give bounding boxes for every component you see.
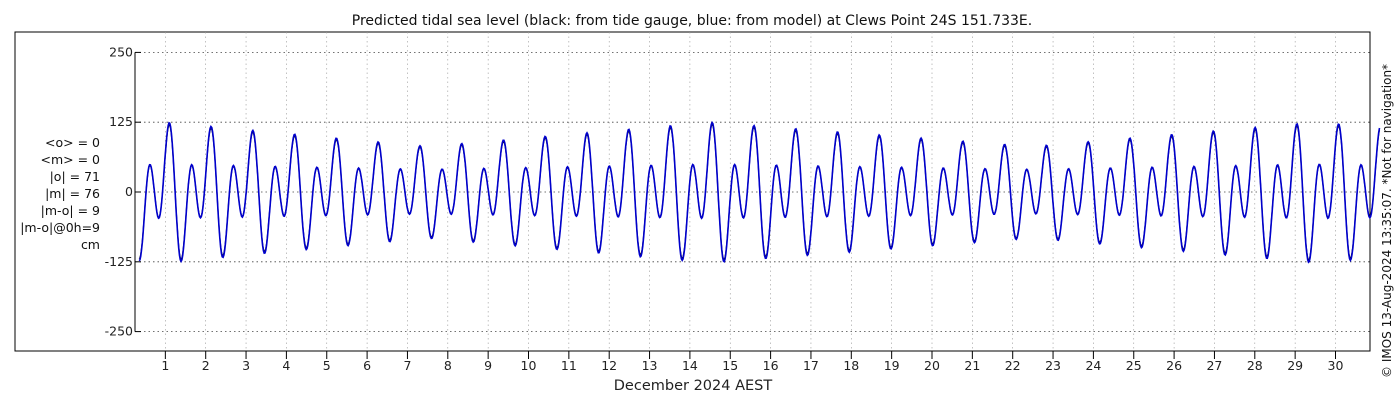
- x-tick-label: 7: [403, 358, 411, 373]
- y-tick-label: -125: [105, 254, 133, 269]
- series-line-model: [138, 120, 1381, 264]
- x-tick-label: 12: [601, 358, 617, 373]
- stat-units: cm: [80, 237, 100, 252]
- grid-lines: [135, 32, 1370, 351]
- x-tick-label: 21: [964, 358, 980, 373]
- chart-title: Predicted tidal sea level (black: from t…: [352, 13, 1032, 29]
- x-tick-label: 30: [1328, 358, 1344, 373]
- stat-abs-observed: |o| = 71: [49, 169, 100, 184]
- stats-panel: <o> = 0 <m> = 0 |o| = 71 |m| = 76 |m-o| …: [14, 134, 100, 253]
- x-tick-label: 2: [202, 358, 210, 373]
- y-tick-label: 250: [109, 44, 133, 59]
- series-layer: [138, 120, 1381, 264]
- y-tick-label: 0: [125, 184, 133, 199]
- x-tick-label: 17: [803, 358, 819, 373]
- x-tick-label: 9: [484, 358, 492, 373]
- x-tick-label: 29: [1287, 358, 1303, 373]
- y-axis: 250 125 0 -125 -250: [105, 44, 141, 339]
- x-tick-label: 6: [363, 358, 371, 373]
- y-tick-label: 125: [109, 114, 133, 129]
- x-tick-label: 15: [722, 358, 738, 373]
- stat-mean-observed: <o> = 0: [45, 135, 100, 150]
- stat-mean-model: <m> = 0: [40, 152, 101, 167]
- x-axis: 1 2 3 4 5 6 7 8 9 10 11 12 13 14 15 16 17 18 19 20 21 22 23 24 2…: [161, 351, 1343, 373]
- plot-frame: [14, 31, 1371, 352]
- x-tick-label: 3: [242, 358, 250, 373]
- x-tick-label: 27: [1206, 358, 1222, 373]
- x-tick-label: 16: [763, 358, 779, 373]
- x-tick-label: 4: [282, 358, 290, 373]
- x-tick-label: 14: [682, 358, 698, 373]
- y-tick-label: -250: [105, 324, 133, 339]
- copyright-note: © IMOS 13-Aug-2024 13:35:07. *Not for na…: [1380, 64, 1394, 378]
- x-tick-label: 20: [924, 358, 940, 373]
- x-axis-label: December 2024 AEST: [614, 378, 773, 394]
- x-tick-label: 5: [323, 358, 331, 373]
- x-tick-label: 26: [1166, 358, 1182, 373]
- x-tick-label: 28: [1247, 358, 1263, 373]
- stat-abs-diff: |m-o| = 9: [40, 203, 100, 218]
- stat-abs-model: |m| = 76: [45, 186, 100, 201]
- x-tick-label: 18: [843, 358, 859, 373]
- stat-abs-diff-0h: |m-o|@0h=9: [20, 220, 100, 235]
- x-tick-label: 11: [561, 358, 577, 373]
- x-tick-label: 8: [444, 358, 452, 373]
- x-tick-label: 24: [1085, 358, 1101, 373]
- x-tick-label: 19: [884, 358, 900, 373]
- x-tick-label: 1: [161, 358, 169, 373]
- x-tick-label: 22: [1005, 358, 1021, 373]
- x-tick-label: 23: [1045, 358, 1061, 373]
- x-tick-label: 10: [521, 358, 537, 373]
- x-tick-label: 25: [1126, 358, 1142, 373]
- x-tick-label: 13: [642, 358, 658, 373]
